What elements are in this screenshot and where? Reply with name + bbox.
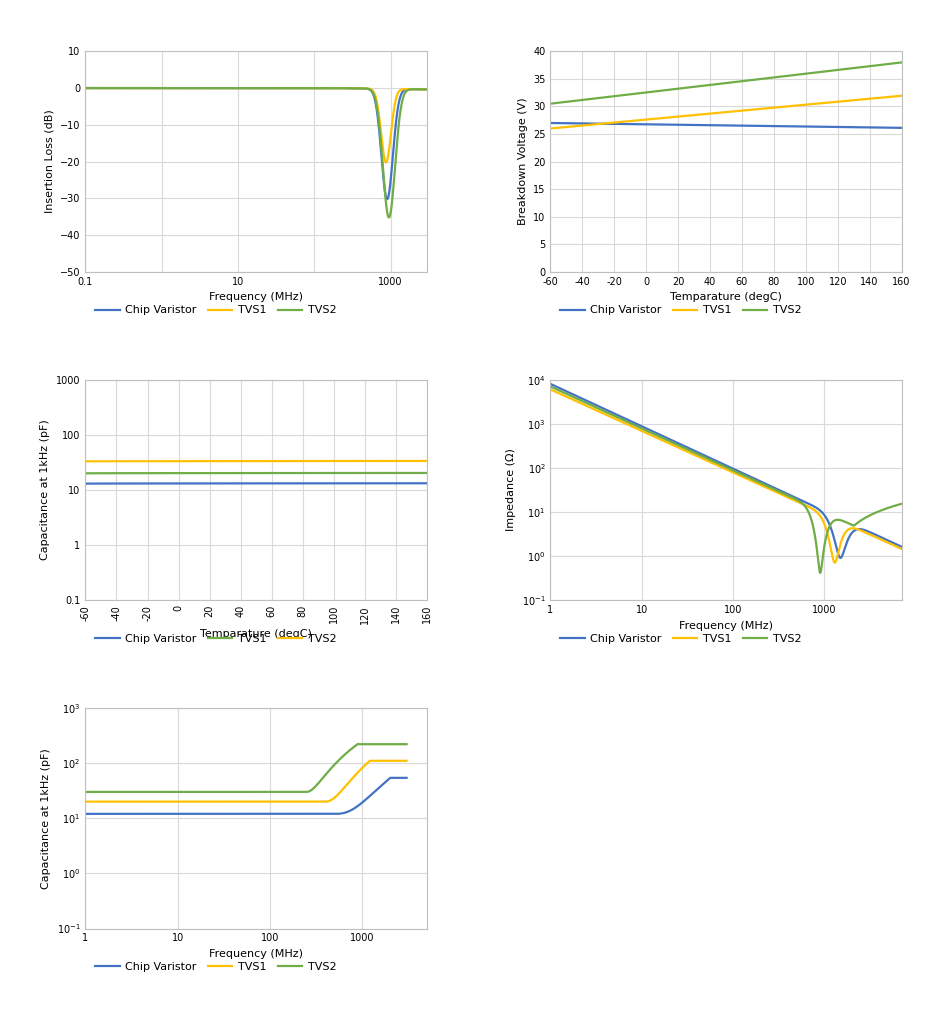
Legend: Chip Varistor, TVS1, TVS2: Chip Varistor, TVS1, TVS2	[91, 629, 341, 648]
Y-axis label: Impedance (Ω): Impedance (Ω)	[506, 448, 516, 531]
Y-axis label: Breakdown Voltage (V): Breakdown Voltage (V)	[517, 97, 528, 226]
X-axis label: Frequency (MHz): Frequency (MHz)	[209, 949, 304, 959]
X-axis label: Temparature (degC): Temparature (degC)	[670, 292, 782, 303]
Legend: Chip Varistor, TVS1, TVS2: Chip Varistor, TVS1, TVS2	[556, 629, 806, 648]
X-axis label: Frequency (MHz): Frequency (MHz)	[679, 621, 773, 631]
Legend: Chip Varistor, TVS1, TVS2: Chip Varistor, TVS1, TVS2	[556, 301, 806, 320]
Y-axis label: Insertion Loss (dB): Insertion Loss (dB)	[45, 110, 54, 213]
Y-axis label: Capacitance at 1kHz (pF): Capacitance at 1kHz (pF)	[41, 748, 51, 889]
Y-axis label: Capacitance at 1kHz (pF): Capacitance at 1kHz (pF)	[41, 420, 50, 560]
Legend: Chip Varistor, TVS1, TVS2: Chip Varistor, TVS1, TVS2	[91, 301, 341, 320]
X-axis label: Temparature (degC): Temparature (degC)	[200, 629, 312, 639]
Legend: Chip Varistor, TVS1, TVS2: Chip Varistor, TVS1, TVS2	[91, 957, 341, 977]
X-axis label: Frequency (MHz): Frequency (MHz)	[209, 292, 304, 303]
